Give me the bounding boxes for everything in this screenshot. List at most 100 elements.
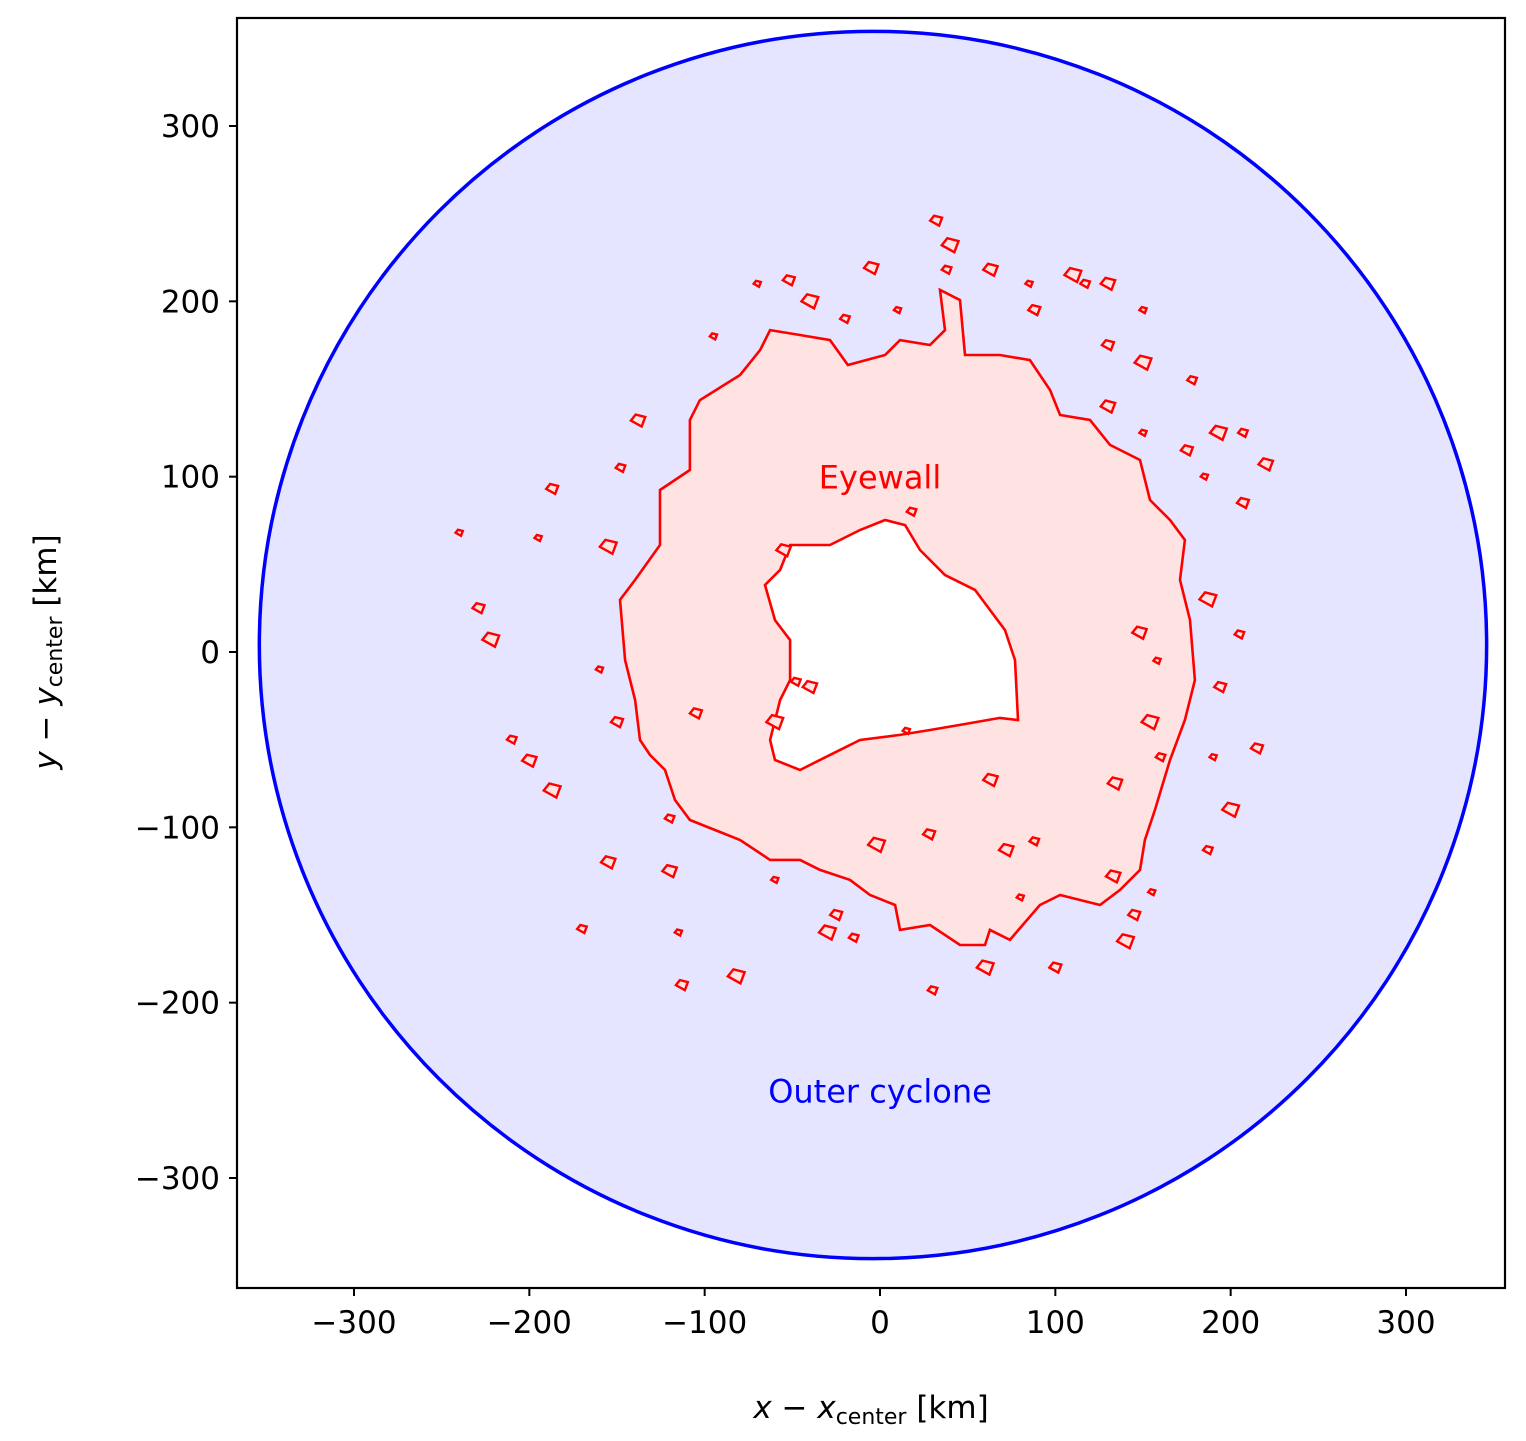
eyewall-patch	[1014, 893, 1026, 903]
eyewall-outer-contour	[618, 287, 1197, 947]
eyewall-patch	[981, 262, 1000, 278]
eyewall-patch	[1126, 908, 1142, 922]
eyewall-patch	[1201, 844, 1215, 856]
y-tick-label: −200	[135, 986, 220, 1022]
eyewall-patch	[1137, 428, 1149, 438]
eyewall-patch	[838, 313, 852, 325]
eyewall-patch	[997, 842, 1016, 858]
eyewall-inner-contour	[763, 518, 1020, 772]
eyewall-patch	[1212, 680, 1228, 694]
eyewall-patch	[769, 875, 780, 885]
eyewall-patch	[480, 631, 501, 649]
eyewall-patch	[629, 413, 647, 429]
eyewall-patch	[800, 679, 819, 695]
x-tick-label: −300	[311, 1305, 396, 1341]
eyewall-patch	[1198, 472, 1210, 482]
eyewall-patch	[981, 772, 1000, 788]
eyewall-patch	[470, 601, 487, 615]
eyewall-patch	[1151, 656, 1163, 666]
x-tick-label: 100	[1026, 1305, 1085, 1341]
x-axis-label: x − xcenter [km]	[752, 1390, 988, 1430]
eyewall-patch	[1197, 591, 1218, 609]
eyewall-patch	[672, 928, 684, 938]
eyewall-patch	[1235, 496, 1251, 510]
eyewall-patch	[453, 528, 465, 538]
x-axis: −300 −200 −100 0 100 200 300	[311, 1288, 1436, 1341]
eyewall-patch	[1256, 457, 1275, 473]
eyewall-patch	[609, 715, 625, 729]
plot-area	[257, 29, 1489, 1261]
eyewall-patch	[613, 462, 627, 474]
eyewall-patch	[599, 855, 618, 871]
eyewall-patch	[1027, 836, 1041, 848]
eyewall-patch	[1185, 374, 1199, 386]
eyewall-patch	[594, 665, 605, 675]
y-tick-label: 200	[161, 284, 220, 320]
eyewall-patch	[781, 273, 797, 288]
eyewall-patch	[1207, 752, 1219, 762]
y-tick-label: 300	[161, 109, 220, 145]
eyewall-patch	[940, 264, 954, 276]
y-tick-label: 0	[200, 635, 220, 671]
eyewall-patch	[1137, 305, 1149, 315]
eyewall-patch	[900, 726, 912, 736]
eyewall-patch	[1023, 279, 1035, 289]
eyewall-patch	[1098, 399, 1117, 415]
eyewall-patch	[1146, 887, 1157, 897]
eyewall-patch	[1179, 444, 1195, 458]
eyewall-patch	[799, 292, 820, 311]
eyewall-patch	[1139, 713, 1161, 731]
eyewall-patch	[974, 959, 996, 977]
eyewall-patch	[939, 236, 961, 254]
eyewall-patch	[541, 782, 563, 800]
x-tick-label: −100	[662, 1305, 747, 1341]
eyewall-patch	[764, 713, 785, 731]
eyewall-patch	[688, 707, 704, 721]
eyewall-patch	[674, 978, 690, 992]
eyewall-patch	[892, 305, 903, 315]
eyewall-patch	[828, 908, 844, 922]
eyewall-patch	[1115, 932, 1136, 951]
eyewall-label: Eyewall	[819, 459, 941, 497]
eyewall-patch	[1100, 338, 1116, 352]
eyewall-patch	[662, 813, 676, 825]
eyewall-patch	[862, 260, 881, 276]
eyewall-patch	[817, 924, 838, 942]
eyewall-patch	[928, 214, 944, 228]
eyewall-patch	[532, 533, 544, 543]
eyewall-patch	[520, 753, 539, 769]
eyewall-patch	[1236, 427, 1250, 439]
eyewall-patch	[505, 734, 519, 746]
y-tick-label: −100	[135, 810, 220, 846]
x-tick-label: 0	[870, 1305, 890, 1341]
eyewall-patch	[660, 863, 679, 879]
eyewall-patch	[904, 506, 918, 518]
x-tick-label: 200	[1201, 1305, 1260, 1341]
eyewall-patch	[544, 482, 560, 496]
outer-cyclone-label: Outer cyclone	[768, 1072, 992, 1110]
eyewall-patch	[1078, 278, 1092, 290]
eyewall-patch	[598, 538, 619, 556]
eyewall-patch	[1208, 424, 1229, 442]
eyewall-patch	[1232, 629, 1246, 641]
eyewall-patch	[708, 332, 719, 342]
y-tick-label: 100	[161, 460, 220, 496]
eyewall-patch	[1249, 742, 1265, 756]
eyewall-patch	[575, 923, 589, 935]
eyewall-patch	[1130, 625, 1149, 641]
eyewall-patch	[847, 932, 861, 944]
eyewall-patch	[1132, 354, 1153, 372]
eyewall-patch	[726, 968, 747, 986]
eyewall-fill	[620, 289, 1195, 945]
eyewall-patch	[1098, 276, 1117, 292]
x-tick-label: −200	[487, 1305, 572, 1341]
eyewall-patch	[1026, 303, 1042, 317]
y-axis: −300 −200 −100 0 100 200 300	[135, 109, 237, 1197]
eyewall-patch	[1153, 751, 1167, 763]
x-tick-label: 300	[1376, 1305, 1435, 1341]
eyewall-patch	[1220, 801, 1241, 819]
eyewall-patch	[1047, 961, 1063, 975]
eyewall-patch	[1105, 776, 1124, 792]
eyewall-patch	[925, 985, 939, 997]
